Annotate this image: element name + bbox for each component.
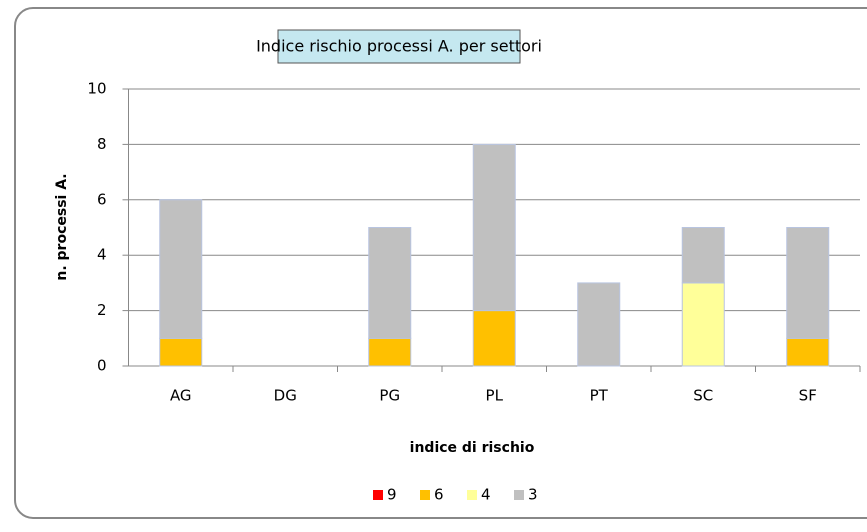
title-box xyxy=(277,29,521,64)
bar-segment xyxy=(786,227,830,339)
x-tick-label: PL xyxy=(486,387,504,405)
bar-segment xyxy=(681,282,725,367)
bar-segment xyxy=(472,310,516,367)
legend-swatch xyxy=(467,490,477,500)
bar-segment xyxy=(368,227,412,339)
legend-swatch xyxy=(420,490,430,500)
x-tick-label: DG xyxy=(274,387,297,405)
y-axis-label: n. processi A. xyxy=(54,173,70,280)
legend-label: 3 xyxy=(528,486,538,504)
y-tick-label: 4 xyxy=(97,246,107,264)
bar-segment xyxy=(577,282,621,367)
x-tick-label: PG xyxy=(379,387,400,405)
y-tick-label: 2 xyxy=(97,301,107,319)
x-axis-label: indice di rischio xyxy=(410,440,535,456)
chart-title: Indice rischio processi A. per settori xyxy=(256,37,542,56)
legend-label: 4 xyxy=(481,486,491,504)
bar-segment xyxy=(472,143,516,312)
bar-segment xyxy=(786,337,830,367)
x-tick-label: SF xyxy=(799,387,817,405)
bar-segment xyxy=(681,227,725,284)
x-tick-label: PT xyxy=(590,387,609,405)
y-tick-label: 6 xyxy=(97,190,107,208)
x-tick-label: SC xyxy=(693,387,713,405)
bar-segment xyxy=(368,337,412,367)
y-tick-label: 8 xyxy=(97,135,107,153)
x-tick-label: AG xyxy=(170,387,192,405)
bar-segment xyxy=(159,337,203,367)
legend-swatch xyxy=(373,490,383,500)
legend-swatch xyxy=(514,490,524,500)
bar-segment xyxy=(159,199,203,339)
chart-frame xyxy=(14,7,867,519)
y-tick-label: 0 xyxy=(97,357,107,375)
legend-label: 9 xyxy=(387,486,397,504)
legend-label: 6 xyxy=(434,486,444,504)
y-tick-label: 10 xyxy=(87,80,106,98)
